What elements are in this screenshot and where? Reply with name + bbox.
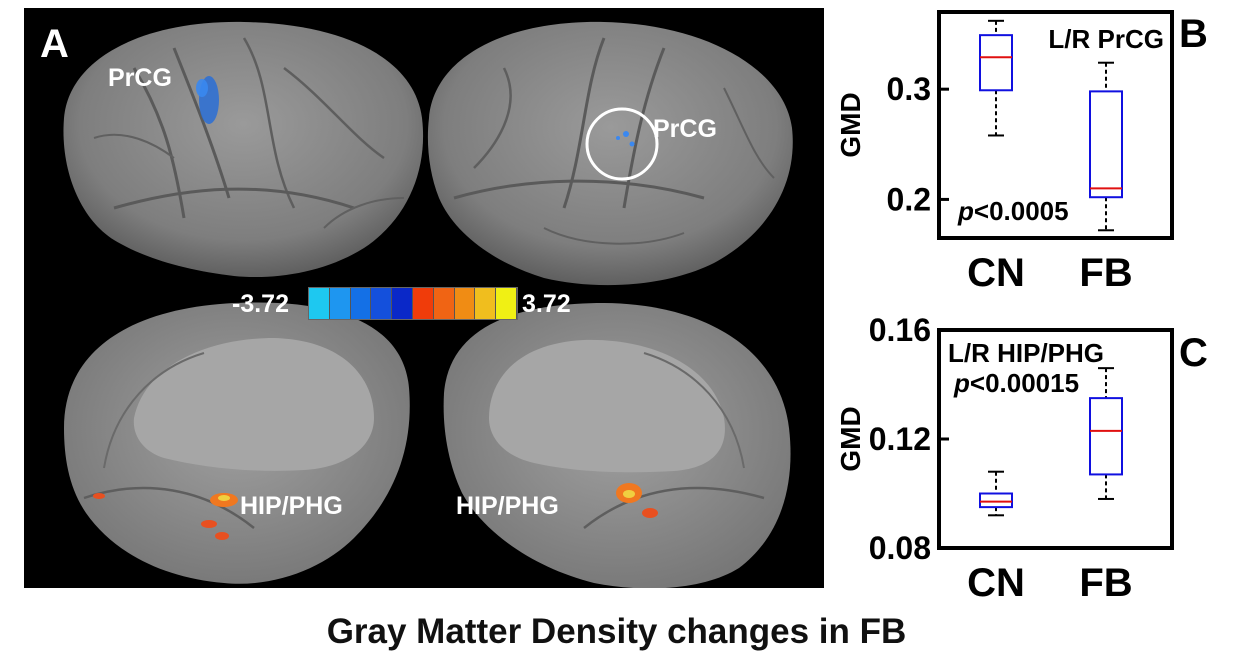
colorbar-segment: [412, 288, 434, 319]
colorbar-segment: [454, 288, 476, 319]
boxplot-b-svg: 0.3 0.2 GMD CN FB L/R PrCG p<0.0005 B: [835, 10, 1208, 295]
y-axis-label: GMD: [836, 92, 866, 157]
category-label: FB: [1079, 561, 1132, 605]
box-fb: [1089, 90, 1123, 199]
colorbar-max-label: 3.72: [522, 290, 571, 318]
medial-left-hemisphere: [64, 302, 410, 584]
category-label: CN: [967, 561, 1025, 605]
category-label: FB: [1079, 251, 1132, 295]
y-tick-label: 0.2: [887, 181, 931, 217]
panel-a-letter: A: [40, 22, 69, 66]
label-hip-right: HIP/PHG: [456, 492, 559, 520]
medial-right-hemisphere: [443, 303, 791, 588]
y-tick-label: 0.3: [887, 71, 931, 107]
colorbar-segment: [309, 288, 330, 319]
colorbar-segment: [392, 288, 413, 319]
colorbar-segment: [371, 288, 393, 319]
plot-title: L/R HIP/PHG: [948, 338, 1104, 368]
y-tick-label: 0.12: [869, 421, 931, 457]
y-tick-label: 0.16: [869, 312, 931, 348]
y-axis-label: GMD: [836, 406, 866, 471]
colorbar-segment: [475, 288, 497, 319]
panel-letter: B: [1179, 12, 1208, 56]
box-cn: [979, 34, 1013, 92]
label-prcg-left: PrCG: [108, 64, 172, 92]
box-fb: [1089, 397, 1123, 476]
plot-title: L/R PrCG: [1048, 24, 1164, 54]
category-label: CN: [967, 251, 1025, 295]
colorbar-segment: [329, 288, 351, 319]
y-tick-label: 0.08: [869, 530, 931, 566]
p-value-annotation: p<0.00015: [953, 368, 1079, 398]
colorbar: [308, 287, 518, 320]
box-cn: [979, 492, 1013, 509]
colorbar-segment: [350, 288, 372, 319]
label-prcg-right: PrCG: [653, 115, 717, 143]
colorbar-segment: [433, 288, 455, 319]
brain-surfaces: [63, 21, 793, 588]
p-value-annotation: p<0.0005: [957, 196, 1069, 226]
figure-caption: Gray Matter Density changes in FB: [326, 612, 907, 651]
colorbar-min-label: -3.72: [232, 290, 289, 318]
colorbar-segment: [496, 288, 517, 319]
boxplot-panel-c: 0.16 0.12 0.08 GMD CN FB L/R HIP/PHG p<0.00015 C: [835, 310, 1228, 611]
lateral-left-hemisphere: [63, 21, 424, 278]
brain-map-panel: A PrCG PrCG HIP/PHG HIP/PHG -3.72 3.72: [24, 8, 824, 588]
roi-circle: [585, 107, 659, 181]
boxplot-panel-b: 0.3 0.2 GMD CN FB L/R PrCG p<0.0005 B: [835, 0, 1228, 305]
label-hip-left: HIP/PHG: [240, 492, 343, 520]
panel-letter: C: [1179, 331, 1208, 375]
plot-frame: [937, 10, 1174, 240]
lateral-right-hemisphere: [427, 21, 793, 286]
